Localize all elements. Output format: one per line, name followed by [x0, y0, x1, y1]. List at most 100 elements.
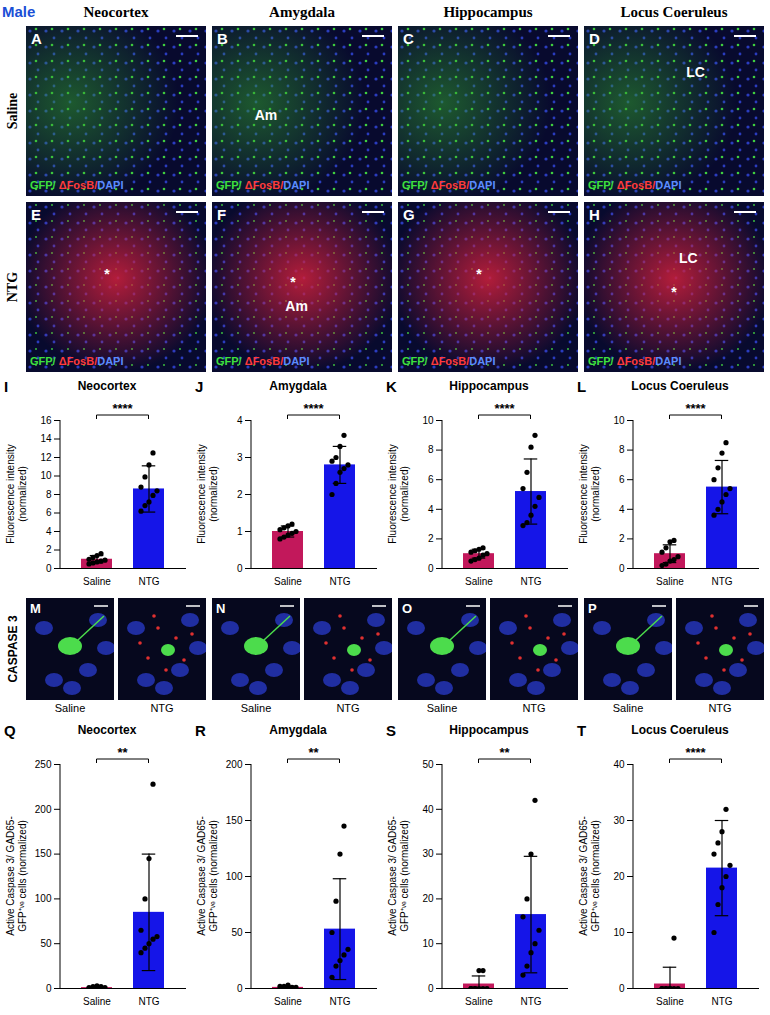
svg-text:150: 150: [35, 848, 52, 859]
svg-text:GFP/ ΔFosB/DAPI: GFP/ ΔFosB/DAPI: [216, 179, 309, 191]
svg-text:GFP⁺ᵛᵉ cells (normalized): GFP⁺ᵛᵉ cells (normalized): [208, 820, 219, 932]
svg-text:Saline: Saline: [83, 576, 111, 587]
svg-text:Active Caspase 3/ GAD65-: Active Caspase 3/ GAD65-: [5, 816, 16, 936]
svg-text:Saline: Saline: [83, 996, 111, 1007]
svg-text:O: O: [402, 601, 412, 616]
svg-text:10: 10: [613, 415, 625, 426]
svg-text:Active Caspase 3/ GAD65-: Active Caspase 3/ GAD65-: [578, 816, 589, 936]
svg-text:****: ****: [685, 745, 706, 760]
svg-text:2: 2: [46, 544, 52, 555]
svg-text:*: *: [671, 284, 677, 300]
svg-text:50: 50: [40, 938, 52, 949]
svg-text:10: 10: [422, 938, 434, 949]
svg-text:NTG: NTG: [329, 996, 350, 1007]
svg-text:Saline: Saline: [465, 576, 493, 587]
svg-text:0: 0: [46, 563, 52, 574]
svg-text:Fluorescence intensity: Fluorescence intensity: [5, 444, 16, 544]
svg-text:30: 30: [422, 848, 434, 859]
svg-text:40: 40: [422, 804, 434, 815]
svg-text:200: 200: [226, 759, 243, 770]
svg-text:100: 100: [35, 893, 52, 904]
svg-text:*: *: [476, 266, 482, 282]
svg-text:CASPASE 3: CASPASE 3: [6, 615, 20, 682]
svg-text:Fluorescence intensity: Fluorescence intensity: [578, 444, 589, 544]
svg-text:G: G: [403, 206, 415, 223]
svg-text:150: 150: [226, 815, 243, 826]
svg-text:16: 16: [40, 415, 52, 426]
svg-text:2: 2: [619, 533, 625, 544]
svg-text:Active Caspase 3/ GAD65-: Active Caspase 3/ GAD65-: [196, 816, 207, 936]
svg-text:NTG: NTG: [138, 576, 159, 587]
svg-text:GFP/ ΔFosB/DAPI: GFP/ ΔFosB/DAPI: [402, 355, 495, 367]
svg-text:10: 10: [40, 470, 52, 481]
svg-text:4: 4: [428, 504, 434, 515]
svg-text:Am: Am: [285, 298, 308, 314]
svg-text:(normalized): (normalized): [399, 466, 410, 522]
svg-text:B: B: [217, 30, 228, 47]
svg-text:Saline: Saline: [656, 576, 684, 587]
svg-text:1: 1: [237, 526, 243, 537]
svg-text:Fluorescence intensity: Fluorescence intensity: [196, 444, 207, 544]
svg-text:12: 12: [40, 452, 52, 463]
svg-text:GFP/ ΔFosB/DAPI: GFP/ ΔFosB/DAPI: [588, 179, 681, 191]
svg-text:4: 4: [46, 526, 52, 537]
svg-text:**: **: [499, 745, 510, 760]
svg-text:Fluorescence intensity: Fluorescence intensity: [387, 444, 398, 544]
svg-text:Am: Am: [255, 107, 278, 123]
svg-text:0: 0: [428, 983, 434, 994]
svg-text:GFP/ ΔFosB/DAPI: GFP/ ΔFosB/DAPI: [216, 355, 309, 367]
svg-text:8: 8: [428, 444, 434, 455]
svg-text:8: 8: [46, 489, 52, 500]
svg-text:GFP⁺ᵛᵉ cells (normalized): GFP⁺ᵛᵉ cells (normalized): [590, 820, 601, 932]
svg-text:Saline: Saline: [656, 996, 684, 1007]
svg-text:NTG: NTG: [711, 996, 732, 1007]
svg-text:0: 0: [237, 983, 243, 994]
svg-text:0: 0: [619, 563, 625, 574]
svg-text:****: ****: [685, 401, 706, 416]
svg-text:250: 250: [35, 759, 52, 770]
svg-text:LC: LC: [679, 250, 698, 266]
svg-text:****: ****: [494, 401, 515, 416]
svg-text:20: 20: [613, 871, 625, 882]
svg-text:NTG: NTG: [329, 576, 350, 587]
svg-text:6: 6: [428, 474, 434, 485]
svg-text:**: **: [117, 745, 128, 760]
svg-text:GFP⁺ᵛᵉ cells (normalized): GFP⁺ᵛᵉ cells (normalized): [17, 820, 28, 932]
svg-text:4: 4: [237, 415, 243, 426]
svg-text:0: 0: [428, 563, 434, 574]
svg-text:GFP/ ΔFosB/DAPI: GFP/ ΔFosB/DAPI: [402, 179, 495, 191]
svg-text:0: 0: [237, 563, 243, 574]
svg-text:P: P: [588, 601, 597, 616]
svg-text:10: 10: [422, 415, 434, 426]
svg-text:LC: LC: [686, 64, 705, 80]
svg-text:****: ****: [112, 401, 133, 416]
svg-text:NTG: NTG: [711, 576, 732, 587]
svg-text:2: 2: [237, 489, 243, 500]
svg-text:A: A: [31, 30, 42, 47]
svg-text:GFP⁺ᵛᵉ cells (normalized): GFP⁺ᵛᵉ cells (normalized): [399, 820, 410, 932]
svg-text:50: 50: [422, 759, 434, 770]
svg-text:8: 8: [619, 444, 625, 455]
svg-text:****: ****: [303, 401, 324, 416]
svg-text:10: 10: [613, 927, 625, 938]
svg-text:NTG: NTG: [520, 996, 541, 1007]
svg-text:4: 4: [619, 504, 625, 515]
svg-text:0: 0: [619, 983, 625, 994]
svg-text:D: D: [589, 30, 600, 47]
svg-text:3: 3: [237, 452, 243, 463]
svg-text:14: 14: [40, 433, 52, 444]
svg-text:200: 200: [35, 804, 52, 815]
svg-text:GFP/ ΔFosB/DAPI: GFP/ ΔFosB/DAPI: [588, 355, 681, 367]
svg-text:*: *: [104, 266, 110, 282]
svg-text:M: M: [30, 601, 41, 616]
svg-text:NTG: NTG: [138, 996, 159, 1007]
svg-text:F: F: [217, 206, 226, 223]
svg-text:6: 6: [619, 474, 625, 485]
svg-text:**: **: [308, 745, 319, 760]
svg-text:0: 0: [46, 983, 52, 994]
svg-text:40: 40: [613, 759, 625, 770]
svg-text:50: 50: [231, 927, 243, 938]
svg-text:NTG: NTG: [520, 576, 541, 587]
svg-text:30: 30: [613, 815, 625, 826]
svg-text:Saline: Saline: [274, 576, 302, 587]
